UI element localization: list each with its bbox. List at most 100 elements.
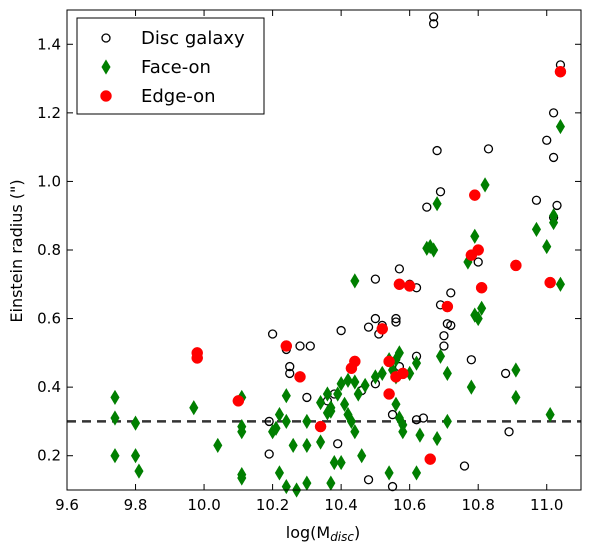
disc-galaxy-point: [439, 331, 449, 341]
edge-on-point: [397, 367, 409, 380]
face-on-point: [357, 448, 367, 464]
face-on-point: [350, 374, 360, 390]
edge-on-point: [376, 323, 389, 335]
tick-labels: 9.6 9.8 10.0 10.2 10.4 10.6 10.8 11.0 0.2 0.4 0.6 0…: [37, 35, 563, 514]
edge-on-point: [544, 276, 556, 289]
face-on-point: [511, 389, 521, 406]
face-on-point: [281, 413, 291, 430]
edge-on-point: [475, 281, 488, 294]
disc-galaxy-point: [267, 329, 278, 339]
face-on-point: [432, 430, 442, 447]
face-on-point: [350, 424, 360, 440]
y-tick-label: 1.4: [37, 35, 61, 53]
face-on-point: [511, 362, 521, 378]
face-on-point: [480, 177, 490, 193]
face-on-point: [110, 448, 120, 464]
legend-marker-face-on-point: [101, 59, 111, 75]
edge-on-point: [349, 355, 361, 368]
face-on-point: [281, 388, 291, 404]
disc-galaxy-point: [548, 108, 559, 118]
x-tick-label: 10.6: [393, 496, 426, 514]
edge-on-point: [554, 65, 567, 78]
disc-galaxy-point: [473, 257, 483, 267]
disc-galaxy-point: [264, 449, 274, 459]
face-on-point: [274, 465, 285, 481]
face-on-point: [326, 403, 336, 419]
face-on-point: [322, 386, 332, 402]
face-on-point: [336, 376, 346, 392]
disc-galaxy-point: [466, 355, 476, 365]
disc-galaxy-point: [336, 325, 346, 336]
face-on-point: [384, 465, 394, 481]
face-on-point: [415, 427, 425, 443]
disc-galaxy-point: [429, 12, 439, 22]
x-tick-label: 10.8: [461, 496, 494, 514]
face-on-point: [343, 372, 353, 388]
face-on-point: [394, 345, 404, 361]
edge-on-point: [441, 300, 454, 313]
edge-on-point: [403, 280, 416, 292]
legend-label: Disc galaxy: [141, 28, 245, 49]
face-on-point: [110, 389, 120, 406]
face-on-point: [110, 410, 120, 426]
x-tick-label: 9.8: [124, 496, 148, 514]
y-tick-label: 1.2: [37, 104, 61, 122]
face-on-point: [531, 221, 542, 238]
disc-galaxy-point: [422, 202, 432, 212]
face-on-point: [213, 437, 223, 454]
edge-on-point: [294, 371, 306, 383]
face-on-point: [326, 475, 336, 491]
face-on-point: [350, 273, 360, 289]
face-on-point: [353, 386, 363, 402]
face-on-point: [549, 214, 559, 231]
face-on-point: [442, 413, 452, 430]
face-on-point: [316, 394, 326, 411]
face-on-point: [466, 379, 476, 395]
axis-ticks: [66, 10, 581, 490]
face-on-point: [316, 434, 326, 450]
face-on-point: [391, 396, 401, 412]
legend: Disc galaxy Face-on Edge-on: [76, 17, 265, 115]
x-tick-label: 10.4: [324, 496, 357, 514]
face-on-point: [288, 437, 298, 454]
disc-galaxy-point: [302, 392, 312, 403]
edge-on-point: [469, 189, 481, 201]
face-on-point: [346, 413, 356, 430]
y-tick-label: 0.6: [37, 310, 61, 328]
face-on-point: [555, 276, 565, 292]
face-on-point: [130, 415, 141, 431]
disc-galaxy-point: [394, 264, 405, 274]
disc-galaxy-point: [500, 368, 511, 379]
face-on-point: [411, 465, 422, 481]
disc-galaxy-point: [387, 481, 398, 492]
face-on-point: [274, 406, 285, 423]
face-on-point: [302, 437, 312, 454]
x-tick-label: 10.2: [256, 496, 289, 514]
disc-galaxy-point: [446, 288, 456, 298]
disc-galaxy-point: [504, 427, 514, 437]
edge-on-point: [191, 352, 203, 364]
disc-galaxy-point: [295, 341, 305, 351]
y-axis-label: Einstein radius ("): [7, 179, 26, 322]
face-on-point: [545, 406, 555, 423]
disc-galaxy-point: [264, 416, 274, 427]
disc-galaxy-point: [483, 144, 494, 154]
face-on-point: [302, 413, 312, 430]
face-on-point: [329, 454, 339, 471]
face-on-point: [237, 470, 247, 486]
face-on-point: [271, 420, 281, 436]
y-tick-label: 0.2: [37, 447, 61, 465]
disc-galaxy-point: [387, 409, 398, 420]
legend-marker-disc-galaxy-point: [101, 33, 111, 43]
disc-galaxy-point: [548, 152, 559, 163]
y-tick-label: 0.4: [37, 378, 61, 396]
face-on-point: [336, 454, 346, 471]
face-on-point: [435, 348, 446, 364]
face-on-point: [340, 396, 350, 412]
face-on-point: [477, 300, 487, 316]
edge-on-point: [510, 259, 522, 272]
face-on-point: [189, 400, 199, 416]
face-on-point: [442, 365, 452, 382]
edge-on-point: [314, 420, 327, 433]
